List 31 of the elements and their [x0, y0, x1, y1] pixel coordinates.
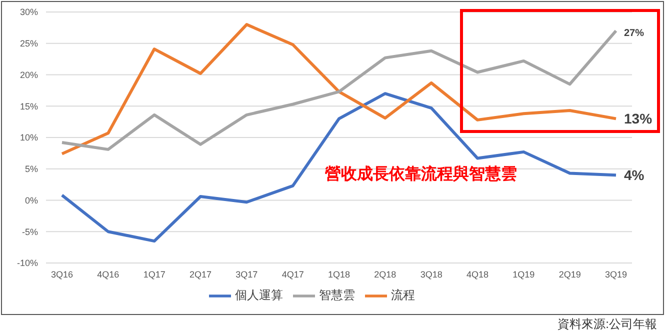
x-tick-label: 3Q19 — [604, 269, 628, 280]
annotation: 營收成長依靠流程與智慧雲 — [325, 164, 517, 185]
y-tick-label: 30% — [20, 7, 38, 18]
x-tick-label: 1Q19 — [512, 269, 535, 280]
x-tick-label: 2Q18 — [374, 269, 396, 280]
x-tick-label: 2Q17 — [189, 269, 212, 280]
x-tick-label: 4Q18 — [466, 269, 489, 280]
data-label: 27% — [624, 28, 644, 39]
x-tick-label: 4Q16 — [97, 269, 120, 280]
x-tick-label: 3Q17 — [236, 269, 258, 280]
y-tick-label: -5% — [22, 226, 38, 237]
x-tick-label: 2Q19 — [558, 269, 581, 280]
y-tick-label: 5% — [24, 164, 38, 174]
y-tick-label: 0% — [24, 195, 38, 206]
y-tick-label: 20% — [20, 70, 38, 80]
y-tick-label: 25% — [20, 38, 38, 49]
line-series — [60, 92, 618, 243]
data-label: 4% — [624, 167, 645, 184]
x-tick-label: 3Q18 — [420, 269, 442, 280]
y-tick-label: -10% — [16, 258, 38, 268]
data-label: 13% — [624, 110, 653, 127]
legend-label: 流程 — [391, 288, 415, 302]
x-tick-label: 1Q18 — [328, 269, 350, 280]
x-tick-label: 4Q17 — [282, 269, 304, 280]
source-note: 資料來源:公司年報 — [558, 316, 657, 333]
x-tick-label: 3Q16 — [50, 269, 74, 280]
y-tick-label: 10% — [20, 132, 38, 143]
legend-label: 智慧雲 — [319, 288, 355, 302]
legend-label: 個人運算 — [235, 288, 283, 302]
y-tick-label: 15% — [20, 101, 38, 112]
x-tick-label: 1Q17 — [143, 269, 166, 280]
